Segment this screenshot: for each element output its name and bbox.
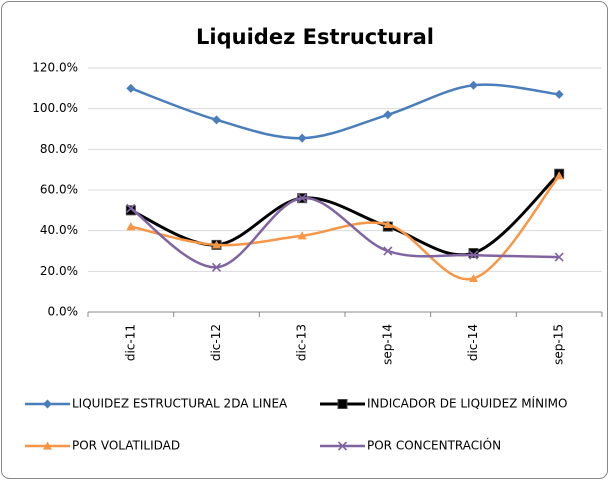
- data-point: [297, 193, 307, 203]
- legend-label: POR CONCENTRACIÓN: [367, 438, 501, 453]
- data-point: [297, 133, 307, 143]
- legend-label: LIQUIDEZ ESTRUCTURAL 2DA LINEA: [72, 397, 288, 411]
- x-tick-label: sep-15: [552, 324, 566, 365]
- legend-label: INDICADOR DE LIQUIDEZ MÍNIMO: [367, 396, 567, 411]
- data-point: [211, 262, 222, 272]
- x-tick-label: dic-12: [209, 324, 223, 361]
- series-line: [130, 196, 560, 269]
- data-point: [383, 220, 393, 229]
- legend-marker: [337, 399, 348, 409]
- series-line: [130, 174, 561, 281]
- data-point: [468, 250, 479, 260]
- legend-marker: [337, 441, 348, 451]
- data-point: [383, 110, 393, 120]
- data-point: [297, 231, 307, 240]
- x-tick-label: sep-14: [380, 324, 394, 365]
- y-tick-label: 0.0%: [48, 305, 79, 319]
- data-point: [383, 246, 393, 256]
- x-tick-label: dic-11: [123, 324, 137, 361]
- y-tick-label: 40.0%: [40, 223, 78, 237]
- legend-marker: [43, 399, 52, 409]
- y-tick-label: 100.0%: [32, 101, 78, 115]
- y-tick-label: 120.0%: [32, 61, 78, 75]
- data-point: [469, 80, 478, 90]
- series-line: [130, 83, 560, 140]
- y-tick-label: 80.0%: [40, 142, 78, 156]
- data-point: [126, 222, 136, 231]
- data-point: [126, 203, 136, 213]
- chart-title: Liquidez Estructural: [196, 25, 434, 49]
- x-tick-label: dic-13: [295, 324, 309, 361]
- data-point: [468, 248, 479, 259]
- data-point: [554, 252, 564, 262]
- data-point: [212, 115, 221, 125]
- legend-label: POR VOLATILIDAD: [72, 439, 180, 453]
- data-point: [554, 89, 564, 99]
- y-tick-label: 60.0%: [40, 183, 78, 197]
- data-point: [554, 171, 564, 180]
- x-tick-label: dic-14: [466, 324, 480, 361]
- data-point: [212, 240, 221, 249]
- data-point: [126, 83, 136, 93]
- legend-marker: [43, 441, 52, 450]
- data-point: [469, 273, 478, 283]
- y-tick-label: 20.0%: [40, 264, 78, 278]
